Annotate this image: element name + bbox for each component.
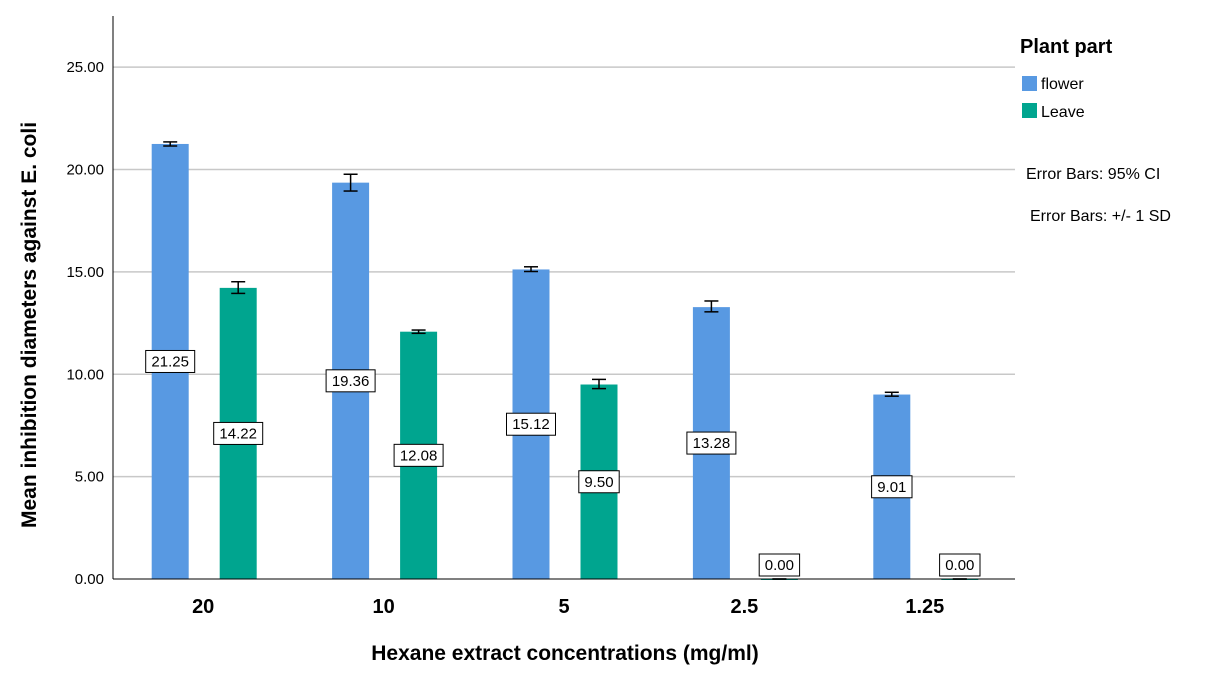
- svg-text:9.50: 9.50: [584, 474, 613, 491]
- svg-text:0.00: 0.00: [945, 557, 974, 574]
- y-tick-label: 10.00: [66, 366, 104, 383]
- y-tick-label: 5.00: [75, 469, 104, 486]
- legend-label-leave: Leave: [1041, 104, 1085, 121]
- data-labels: 21.25 14.22 19.36 12.08 15.12 9.50 13.28 0.00 9.…: [145, 349, 981, 577]
- svg-text:0.00: 0.00: [765, 557, 794, 574]
- data-label-flower: 21.25: [145, 349, 196, 373]
- legend-swatch-leave: [1022, 103, 1037, 118]
- error-bar-flower: [704, 300, 719, 313]
- axes: 0.00 5.00 10.00 15.00 20.00 25.00 20 10 5 2.5 1.25: [66, 16, 1015, 618]
- y-tick-label: 20.00: [66, 162, 104, 179]
- error-bar-flower: [884, 391, 899, 397]
- svg-text:9.01: 9.01: [877, 479, 906, 496]
- legend-label-flower: flower: [1041, 76, 1084, 93]
- data-label-leave: 12.08: [393, 443, 444, 467]
- svg-text:13.28: 13.28: [693, 435, 731, 452]
- data-label-flower: 15.12: [506, 412, 556, 436]
- data-label-flower: 13.28: [686, 431, 737, 455]
- error-bar-flower: [524, 266, 538, 273]
- y-tick-label: 0.00: [75, 571, 104, 588]
- error-bar-flower: [163, 141, 178, 147]
- x-axis-title: Hexane extract concentrations (mg/ml): [371, 642, 758, 665]
- data-label-leave: 9.50: [578, 470, 620, 494]
- x-tick-label: 20: [192, 596, 214, 618]
- bars: [151, 143, 979, 580]
- data-label-leave: 0.00: [758, 553, 801, 577]
- legend-title: Plant part: [1020, 36, 1113, 58]
- x-tick-label: 5: [558, 596, 569, 618]
- data-label-flower: 19.36: [325, 369, 376, 393]
- x-tick-label: 10: [372, 596, 394, 618]
- error-bars-note-sd: Error Bars: +/- 1 SD: [1030, 208, 1171, 225]
- legend: Plant part flower Leave: [1020, 36, 1113, 121]
- error-bar-flower: [343, 173, 358, 192]
- gridlines: [113, 66, 1015, 478]
- y-tick-label: 25.00: [66, 59, 104, 76]
- error-bars: [163, 141, 967, 580]
- error-bars-note-ci: Error Bars: 95% CI: [1026, 166, 1160, 183]
- svg-text:19.36: 19.36: [332, 373, 370, 390]
- legend-swatch-flower: [1022, 76, 1037, 91]
- svg-text:14.22: 14.22: [219, 425, 257, 442]
- x-tick-label: 1.25: [905, 596, 944, 618]
- error-bar-leave: [411, 329, 426, 335]
- svg-text:15.12: 15.12: [512, 416, 550, 433]
- data-label-leave: 14.22: [213, 421, 264, 445]
- svg-text:21.25: 21.25: [151, 353, 189, 370]
- error-bar-leave: [231, 280, 246, 295]
- data-label-flower: 9.01: [871, 475, 913, 499]
- x-tick-label: 2.5: [730, 596, 758, 618]
- y-tick-label: 15.00: [66, 264, 104, 281]
- error-bar-leave: [592, 378, 606, 390]
- svg-text:12.08: 12.08: [400, 447, 438, 464]
- y-axis-title: Mean inhibition diameters against E. col…: [18, 122, 41, 528]
- data-label-leave: 0.00: [939, 553, 981, 577]
